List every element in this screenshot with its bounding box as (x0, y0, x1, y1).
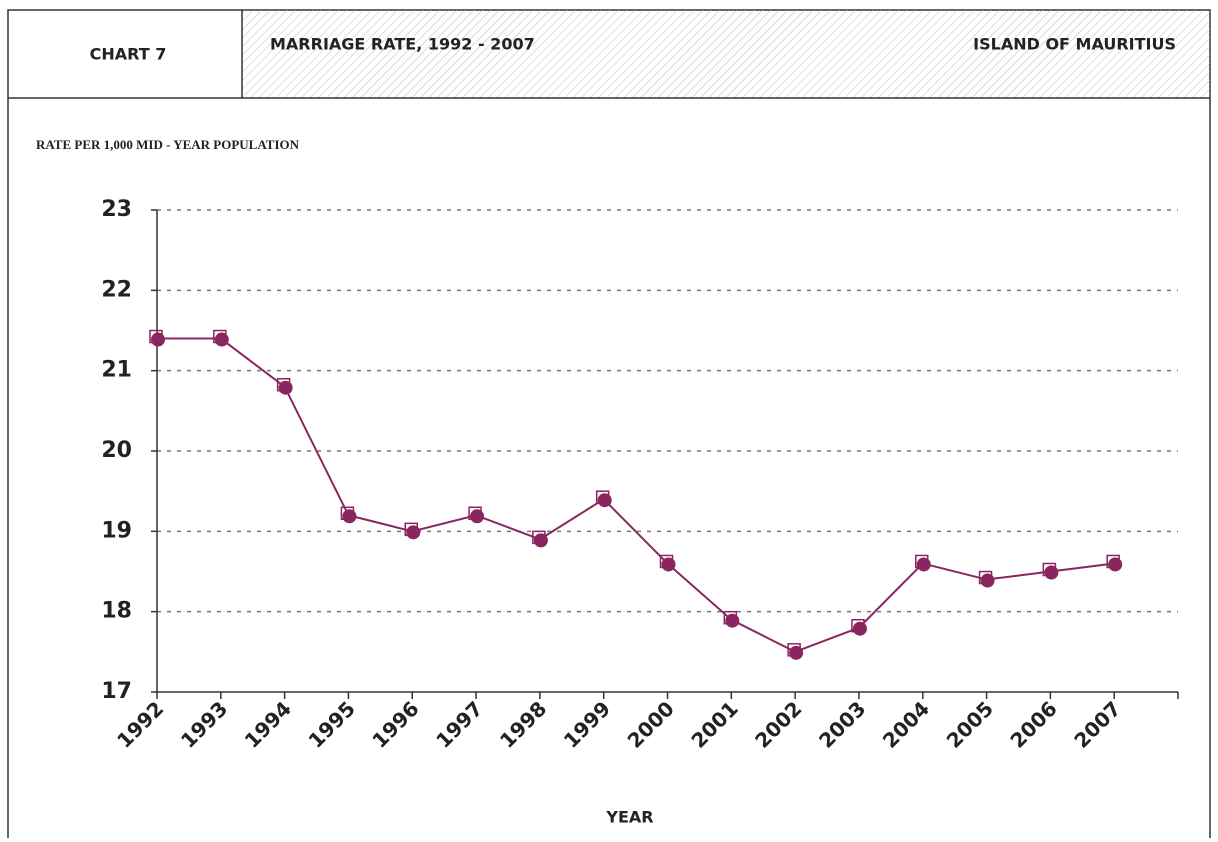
x-tick-label: 1999 (559, 696, 615, 752)
x-tick-label: 2006 (1005, 696, 1061, 752)
y-tick-label: 21 (101, 358, 132, 383)
region: ISLAND OF MAURITIUS (973, 35, 1176, 54)
x-tick-label: 2007 (1069, 696, 1125, 752)
y-tick-label: 17 (101, 679, 132, 704)
chart-title: MARRIAGE RATE, 1992 - 2007 (270, 35, 535, 54)
x-tick-label: 2002 (750, 696, 806, 752)
header-hatch (242, 10, 1210, 98)
x-tick-label: 1997 (431, 696, 487, 752)
x-tick-label: 1998 (495, 696, 551, 752)
chart-label: CHART 7 (90, 45, 167, 64)
marker (214, 332, 229, 347)
x-tick-label: 1992 (112, 696, 168, 752)
marker (151, 332, 165, 347)
y-tick-label: 23 (101, 197, 132, 222)
marker (1108, 557, 1123, 572)
marker (342, 509, 357, 524)
x-tick-label: 2001 (686, 696, 742, 752)
marker (597, 493, 612, 508)
x-tick-label: 2000 (623, 696, 679, 752)
y-axis-label: RATE PER 1,000 MID - YEAR POPULATION (36, 137, 300, 152)
marker (725, 613, 740, 628)
x-tick-label: 1996 (367, 696, 423, 752)
marker (852, 621, 867, 636)
marker (789, 645, 804, 660)
x-tick-label: 2005 (942, 696, 998, 752)
marker (980, 573, 995, 588)
marker (406, 525, 421, 540)
marker (278, 380, 293, 395)
y-tick-label: 18 (101, 599, 132, 624)
marker (1044, 565, 1059, 580)
y-tick-label: 22 (101, 277, 132, 302)
x-tick-label: 1995 (304, 696, 360, 752)
series-line (157, 337, 1115, 653)
y-tick-label: 19 (101, 518, 132, 543)
marker (533, 533, 548, 548)
x-axis-label: YEAR (605, 808, 653, 827)
x-tick-label: 2003 (814, 696, 870, 752)
y-tick-label: 20 (101, 438, 132, 463)
marker (916, 557, 931, 572)
marker (661, 557, 676, 572)
marker (470, 509, 485, 524)
x-tick-label: 1993 (176, 696, 232, 752)
x-tick-label: 2004 (878, 696, 934, 752)
x-tick-label: 1994 (240, 696, 296, 752)
